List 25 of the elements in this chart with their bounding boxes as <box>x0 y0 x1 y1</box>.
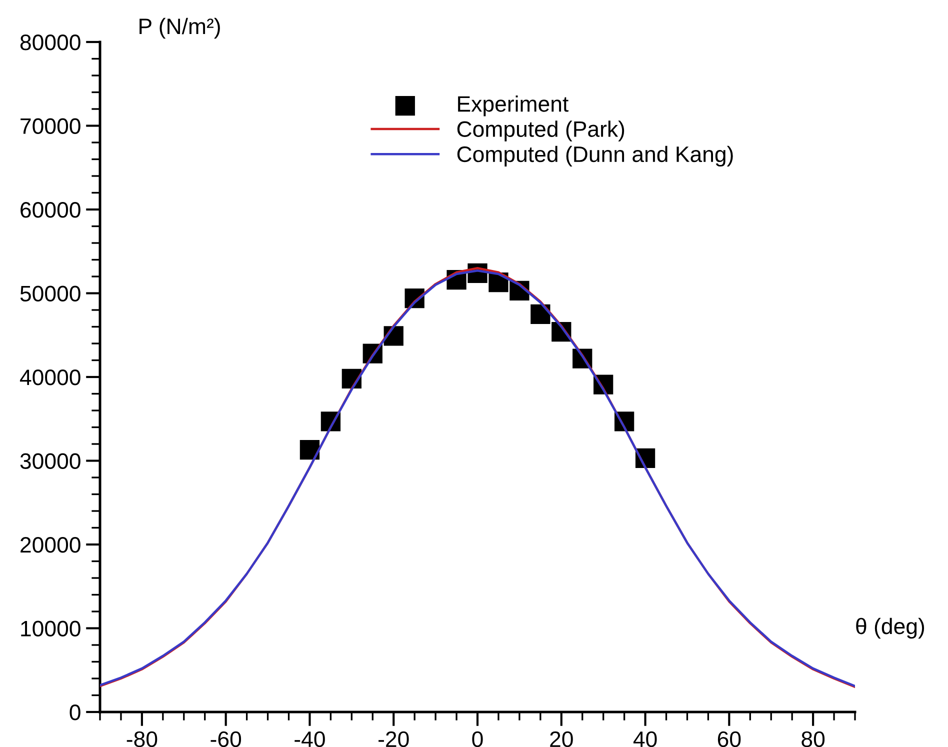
y-tick-label: 60000 <box>20 202 80 218</box>
legend-label: Experiment <box>458 96 568 116</box>
x-tick-label: 60 <box>718 731 741 747</box>
x-tick-label: 20 <box>550 731 573 747</box>
y-tick-label: 50000 <box>20 286 80 302</box>
y-tick-label: 20000 <box>20 537 80 553</box>
x-tick-label: -80 <box>126 731 158 747</box>
point <box>530 304 550 324</box>
legend-label: Computed (Dunn and Kang) <box>457 146 733 167</box>
y-tick-label: 70000 <box>20 118 80 134</box>
y-axis-title: P (N/m²) <box>140 18 220 39</box>
y-tick-label: 40000 <box>20 370 80 386</box>
y-tick-label: 0 <box>70 704 80 720</box>
legend-label: Computed (Park) <box>457 120 624 142</box>
y-tick-label: 80000 <box>20 34 80 50</box>
x-tick-label: -60 <box>210 731 242 747</box>
point <box>300 440 320 460</box>
x-tick-label: -20 <box>378 731 409 747</box>
x-tick-label: 40 <box>633 731 657 747</box>
x-tick-label: -40 <box>294 731 325 747</box>
x-tick-label: 0 <box>472 731 483 747</box>
x-axis-title: θ (deg) <box>856 618 924 639</box>
y-tick-label: 10000 <box>21 620 80 637</box>
x-tick-label: 80 <box>802 731 825 747</box>
y-tick-label: 30000 <box>20 453 80 470</box>
